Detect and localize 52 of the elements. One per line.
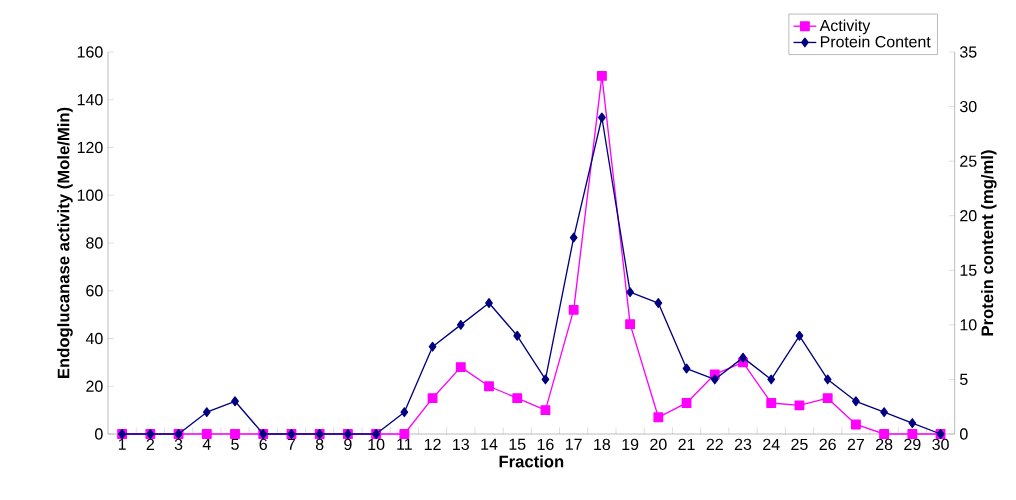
x-tick-label: 6: [259, 438, 267, 451]
x-tick-label: 11: [397, 438, 412, 450]
x-tick-label: 15: [509, 438, 526, 450]
legend-label: Protein Content: [820, 35, 931, 48]
y-axis-title: Endoglucanase activity (Mole/Min): [57, 107, 73, 379]
x-tick-label: 5: [231, 438, 239, 450]
y-tick-label: 100: [77, 189, 103, 201]
y2-tick-label: 0: [960, 428, 968, 440]
x-tick-label: 4: [202, 438, 211, 450]
y-tick-label: 140: [77, 94, 103, 106]
x-tick-label: 1: [118, 438, 126, 450]
x-tick-label: 9: [344, 438, 352, 451]
y-tick-label: 80: [86, 237, 103, 249]
y-tick-label: 60: [86, 285, 103, 297]
x-tick-label: 25: [791, 438, 808, 451]
x-tick-label: 22: [706, 438, 723, 450]
x-tick-label: 2: [146, 438, 154, 450]
x-tick-label: 3: [174, 438, 183, 451]
y2-tick-label: 25: [960, 155, 977, 167]
x-tick-label: 30: [932, 438, 949, 451]
x-tick-label: 28: [876, 438, 893, 451]
x-tick-label: 23: [734, 438, 752, 451]
y-tick-label: 20: [86, 380, 103, 392]
y2-axis-title: Protein content (mg/ml): [980, 150, 997, 336]
x-tick-label: 16: [537, 438, 554, 451]
x-tick-label: 12: [424, 438, 441, 450]
y-tick-label: 0: [95, 428, 103, 440]
x-tick-label: 21: [678, 438, 695, 450]
x-tick-label: 29: [904, 438, 921, 451]
legend-label: Activity: [819, 19, 871, 35]
x-tick-label: 26: [819, 438, 836, 451]
y-tick-label: 160: [77, 46, 103, 58]
x-tick-label: 10: [368, 438, 385, 451]
x-tick-label: 20: [650, 438, 667, 451]
x-tick-label: 19: [622, 438, 639, 451]
y-tick-label: 120: [77, 141, 103, 154]
x-axis-title: Fraction: [499, 455, 564, 468]
y-tick-label: 40: [85, 332, 103, 345]
y2-tick-label: 15: [960, 264, 977, 276]
x-tick-label: 18: [594, 438, 611, 451]
x-tick-label: 13: [453, 438, 469, 451]
y2-tick-label: 20: [960, 210, 977, 222]
x-tick-label: 14: [481, 438, 498, 450]
y2-tick-label: 5: [960, 373, 968, 385]
x-tick-label: 7: [287, 438, 296, 450]
x-tick-label: 27: [847, 438, 864, 450]
x-tick-label: 17: [565, 438, 582, 450]
x-tick-label: 24: [763, 438, 780, 450]
y2-tick-label: 10: [960, 319, 977, 331]
y2-tick-label: 35: [959, 46, 977, 58]
y2-tick-label: 30: [959, 100, 977, 113]
x-tick-label: 8: [315, 438, 324, 451]
